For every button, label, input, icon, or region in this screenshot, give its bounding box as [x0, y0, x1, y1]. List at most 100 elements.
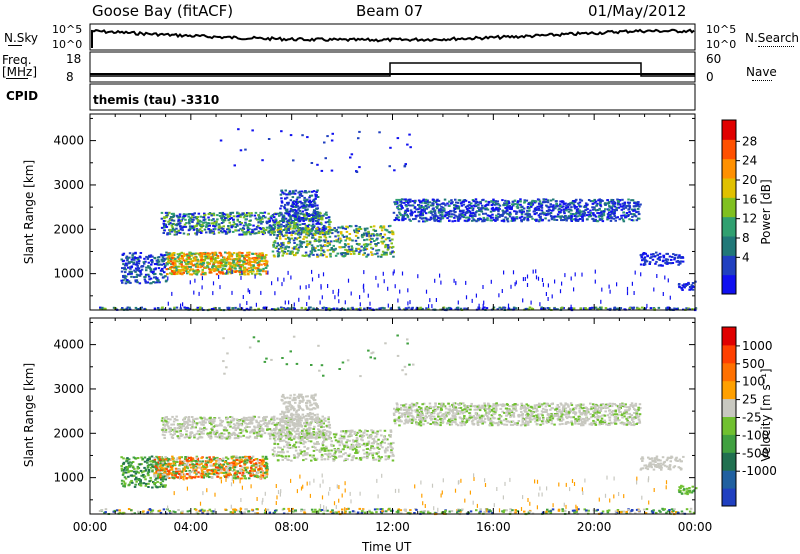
- scatter-cell: [341, 234, 344, 237]
- scatter-cell: [175, 430, 178, 433]
- scatter-cell: [691, 282, 695, 284]
- scatter-cell: [439, 217, 442, 220]
- scatter-cell: [304, 218, 308, 221]
- scatter-cell: [357, 308, 361, 311]
- scatter-cell: [594, 269, 596, 274]
- scatter-cell: [296, 211, 300, 214]
- scatter-cell: [629, 212, 633, 215]
- scatter-cell: [276, 417, 279, 420]
- scatter-cell: [504, 207, 507, 209]
- scatter-cell: [170, 255, 173, 257]
- scatter-cell: [164, 280, 168, 283]
- scatter-cell: [546, 307, 550, 309]
- scatter-cell: [471, 216, 474, 219]
- scatter-cell: [364, 245, 367, 248]
- scatter-cell: [501, 199, 504, 202]
- scatter-cell: [615, 216, 618, 219]
- scatter-cell: [348, 233, 352, 235]
- scatter-cell: [609, 215, 612, 218]
- scatter-cell: [622, 211, 625, 214]
- scatter-cell: [311, 203, 314, 206]
- scatter-cell: [135, 476, 138, 479]
- scatter-cell: [424, 212, 428, 215]
- scatter-cell: [533, 208, 537, 211]
- scatter-cell: [125, 307, 128, 310]
- scatter-cell: [472, 218, 475, 221]
- scatter-cell: [643, 263, 647, 266]
- scatter-cell: [220, 421, 224, 424]
- scatter-cell: [313, 202, 317, 205]
- scatter-cell: [196, 266, 200, 269]
- scatter-cell: [257, 218, 260, 221]
- scatter-cell: [672, 253, 675, 256]
- scatter-cell: [220, 226, 223, 229]
- scatter-cell: [616, 216, 619, 219]
- scatter-cell: [295, 204, 298, 207]
- scatter-cell: [135, 279, 139, 282]
- scatter-cell: [577, 202, 580, 205]
- scatter-cell: [657, 264, 661, 267]
- scatter-cell: [324, 221, 328, 224]
- scatter-cell: [616, 282, 618, 287]
- scatter-cell: [247, 257, 251, 259]
- scatter-cell: [531, 308, 535, 310]
- scatter-cell: [316, 221, 319, 224]
- scatter-cell: [430, 212, 433, 214]
- scatter-cell: [501, 209, 504, 212]
- scatter-cell: [465, 210, 469, 213]
- scatter-cell: [325, 230, 328, 233]
- scatter-cell: [565, 209, 568, 212]
- scatter-cell: [504, 204, 507, 207]
- scatter-cell: [463, 213, 467, 216]
- scatter-cell: [400, 198, 404, 201]
- scatter-cell: [273, 221, 276, 224]
- scatter-cell: [157, 259, 160, 262]
- scatter-cell: [376, 252, 379, 255]
- scatter-cell: [168, 211, 171, 214]
- scatter-cell: [138, 483, 142, 486]
- scatter-cell: [498, 306, 501, 309]
- scatter-cell: [156, 277, 159, 280]
- scatter-cell: [268, 219, 271, 222]
- scatter-cell: [200, 432, 203, 435]
- nsky-tick-bottom: 10^0: [52, 38, 83, 51]
- scatter-cell: [355, 249, 358, 252]
- scatter-cell: [604, 208, 607, 211]
- scatter-cell: [282, 252, 285, 255]
- scatter-cell: [162, 262, 166, 265]
- scatter-cell: [252, 224, 255, 227]
- scatter-cell: [240, 418, 244, 420]
- scatter-cell: [358, 130, 361, 133]
- scatter-cell: [132, 456, 136, 459]
- scatter-cell: [219, 230, 223, 233]
- scatter-cell: [462, 200, 466, 203]
- scatter-cell: [314, 213, 318, 216]
- scatter-cell: [481, 204, 484, 207]
- scatter-cell: [274, 213, 278, 216]
- scatter-cell: [160, 211, 164, 214]
- scatter-cell: [302, 204, 306, 207]
- scatter-cell: [242, 434, 245, 437]
- scatter-cell: [292, 220, 295, 223]
- scatter-cell: [365, 232, 368, 235]
- scatter-cell: [206, 261, 209, 264]
- scatter-cell: [202, 273, 205, 275]
- scatter-cell: [322, 418, 325, 421]
- scatter-cell: [293, 205, 296, 208]
- scatter-cell: [314, 238, 317, 241]
- scatter-cell: [253, 232, 256, 235]
- scatter-cell: [216, 260, 219, 263]
- scatter-cell: [189, 219, 192, 222]
- scatter-cell: [567, 210, 571, 213]
- scatter-cell: [261, 212, 264, 215]
- scatter-cell: [232, 261, 235, 264]
- scatter-cell: [200, 423, 203, 426]
- scatter-cell: [523, 200, 527, 203]
- scatter-cell: [520, 220, 523, 223]
- scatter-cell: [245, 259, 248, 262]
- scatter-cell: [514, 282, 516, 287]
- scatter-cell: [130, 461, 133, 464]
- scatter-cell: [311, 247, 314, 250]
- scatter-cell: [408, 200, 412, 203]
- scatter-cell: [123, 268, 126, 271]
